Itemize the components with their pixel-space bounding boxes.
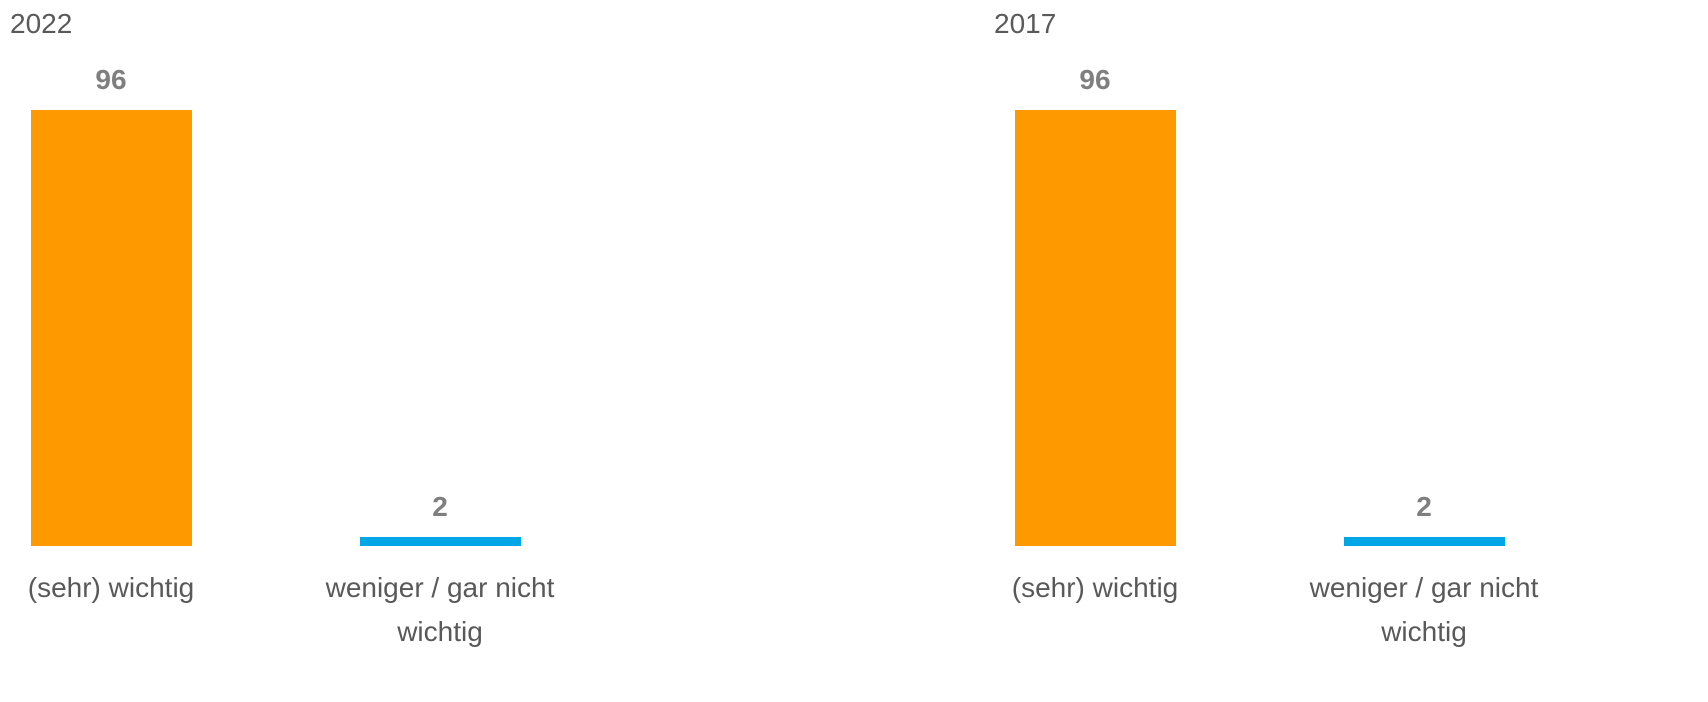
bar	[1014, 110, 1176, 546]
category-label: (sehr) wichtig	[27, 572, 195, 603]
category-label: weniger / gar nicht wichtig	[325, 572, 555, 647]
bar	[359, 536, 521, 546]
bar	[30, 110, 192, 546]
category-label: (sehr) wichtig	[1011, 572, 1179, 603]
chart-title: 2017	[994, 8, 1057, 39]
value-label: 2	[1416, 490, 1432, 522]
value-label: 96	[95, 64, 127, 95]
value-label: 96	[1079, 64, 1111, 95]
bar	[1343, 536, 1505, 546]
chart-title: 2022	[10, 8, 73, 39]
value-label: 2	[432, 490, 448, 522]
category-label: weniger / gar nicht wichtig	[1309, 572, 1539, 647]
